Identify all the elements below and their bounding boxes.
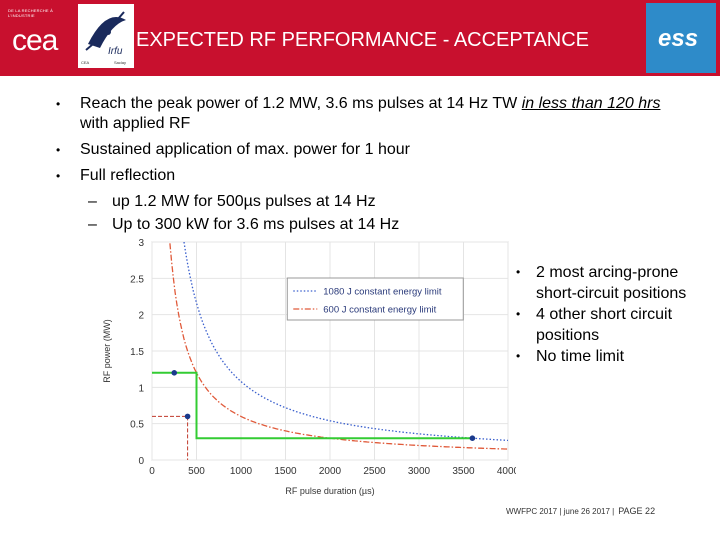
sub-bullet-text: Up to 300 kW for 3.6 ms pulses at 14 Hz xyxy=(112,216,400,233)
x-tick-label: 0 xyxy=(149,466,155,477)
slide-title: EXPECTED RF PERFORMANCE - ACCEPTANCE xyxy=(136,29,590,51)
sub-bullet-item: – Up to 300 kW for 3.6 ms pulses at 14 H… xyxy=(40,215,680,235)
bullet-dot-icon: • xyxy=(56,143,61,157)
bullet-text: Reach the peak power of 1.2 MW, 3.6 ms p… xyxy=(80,95,522,112)
x-tick-label: 2500 xyxy=(363,466,386,477)
cea-logo-box: DE LA RECHERCHE À L'INDUSTRIE cea xyxy=(0,0,78,76)
right-bullet-item: • 2 most arcing-prone short-circuit posi… xyxy=(514,262,714,304)
y-tick-label: 2.5 xyxy=(130,274,144,285)
x-tick-label: 2000 xyxy=(319,466,342,477)
footer: WWFPC 2017 | june 26 2017 | PAGE 22 xyxy=(506,506,655,516)
bullet-text-after: with applied RF xyxy=(80,115,191,132)
y-tick-label: 1 xyxy=(138,383,144,394)
legend-label: 1080 J constant energy limit xyxy=(323,287,442,298)
series-curve-0 xyxy=(183,242,508,442)
right-bullet-text: 4 other short circuit positions xyxy=(536,306,673,344)
bullet-text: Full reflection xyxy=(80,167,176,184)
bullet-dot-icon: • xyxy=(516,307,521,321)
y-tick-label: 2 xyxy=(138,311,144,322)
ess-logo: ess xyxy=(658,25,699,52)
cea-tagline: DE LA RECHERCHE À L'INDUSTRIE xyxy=(8,8,53,18)
sub-bullet-text: up 1.2 MW for 500µs pulses at 14 Hz xyxy=(112,193,376,210)
x-tick-label: 3500 xyxy=(452,466,475,477)
x-tick-label: 500 xyxy=(188,466,205,477)
bullet-item: • Reach the peak power of 1.2 MW, 3.6 ms… xyxy=(40,94,680,134)
bullet-dot-icon: • xyxy=(56,97,61,111)
bullet-dot-icon: • xyxy=(56,169,61,183)
y-tick-label: 1.5 xyxy=(130,347,144,358)
y-tick-label: 3 xyxy=(138,238,144,249)
bullet-dot-icon: • xyxy=(516,349,521,363)
footer-text: WWFPC 2017 | june 26 2017 | xyxy=(506,507,615,516)
cea-logo: cea xyxy=(12,24,58,57)
legend-label: 600 J constant energy limit xyxy=(323,305,436,316)
legend-box xyxy=(286,277,464,321)
right-bullet-text: No time limit xyxy=(536,348,625,365)
sub-bullet-item: – up 1.2 MW for 500µs pulses at 14 Hz xyxy=(40,192,680,212)
y-tick-label: 0 xyxy=(138,456,144,467)
bullet-dot-icon: • xyxy=(516,265,521,279)
x-tick-label: 1500 xyxy=(274,466,297,477)
bullet-item: • Full reflection xyxy=(40,166,680,186)
right-bullet-text: 2 most arcing-prone short-circuit positi… xyxy=(536,264,687,302)
irfu-logo-text: Irfu xyxy=(108,46,123,57)
bullet-item: • Sustained application of max. power fo… xyxy=(40,140,680,160)
x-tick-label: 3000 xyxy=(408,466,431,477)
irfu-right-label: Saclay xyxy=(114,60,127,65)
y-axis-label: RF power (MW) xyxy=(102,319,112,383)
dash-icon: – xyxy=(88,193,97,210)
irfu-left-label: CEA xyxy=(81,60,90,65)
bullet-text: Sustained application of max. power for … xyxy=(80,141,410,158)
bullet-underlined-text: in less than 120 hrs xyxy=(521,95,661,112)
bullet-list: • Reach the peak power of 1.2 MW, 3.6 ms… xyxy=(40,94,680,238)
ess-logo-box: ess xyxy=(646,3,716,73)
right-bullet-item: • 4 other short circuit positions xyxy=(514,304,714,346)
right-bullet-item: • No time limit xyxy=(514,346,714,367)
irfu-logo-box: Irfu CEA Saclay xyxy=(78,4,134,68)
x-axis-label: RF pulse duration (µs) xyxy=(285,486,374,496)
data-point xyxy=(184,413,191,420)
irfu-emblem-icon xyxy=(85,11,126,51)
y-tick-label: 0.5 xyxy=(130,420,144,431)
right-bullet-list: • 2 most arcing-prone short-circuit posi… xyxy=(514,262,714,367)
data-point xyxy=(171,370,178,376)
page-number: PAGE 22 xyxy=(618,506,656,516)
x-tick-label: 1000 xyxy=(230,466,253,477)
header-bar: DE LA RECHERCHE À L'INDUSTRIE cea Irfu C… xyxy=(0,0,720,76)
data-point xyxy=(469,435,476,441)
dash-icon: – xyxy=(88,216,97,233)
